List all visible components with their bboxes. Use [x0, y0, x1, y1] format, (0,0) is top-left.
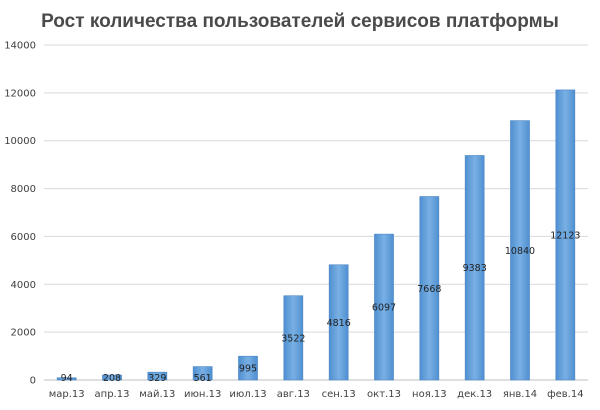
- data-label: 4816: [327, 318, 351, 329]
- x-tick-label: май.13: [139, 389, 175, 400]
- y-tick-label: 14000: [4, 41, 36, 52]
- x-tick-label: сен.13: [322, 389, 356, 400]
- bar: [56, 377, 77, 381]
- bar: [464, 155, 485, 381]
- data-label: 6097: [372, 303, 396, 314]
- x-tick-label: янв.14: [503, 389, 537, 400]
- x-tick-label: дек.13: [457, 389, 492, 400]
- y-tick-label: 2000: [11, 328, 36, 339]
- data-labels: 94 208 329 561 995 3522 4816 6097 7668 9383 10840 1…: [61, 230, 581, 384]
- y-tick-label: 10000: [4, 136, 36, 147]
- x-tick-label: фев.14: [547, 389, 584, 400]
- x-tick-label: мар.13: [49, 389, 85, 400]
- y-axis-ticks: 0 2000 4000 6000 8000 10000 12000 14000: [4, 41, 36, 387]
- x-tick-label: июл.13: [229, 389, 266, 400]
- x-tick-label: окт.13: [367, 389, 401, 400]
- x-tick-label: ноя.13: [412, 389, 447, 400]
- y-tick-label: 0: [30, 376, 36, 387]
- bars: [56, 89, 576, 381]
- data-label: 995: [239, 364, 257, 375]
- data-label: 7668: [417, 284, 441, 295]
- y-tick-label: 6000: [11, 232, 36, 243]
- x-tick-label: апр.13: [95, 389, 130, 400]
- data-label: 329: [148, 373, 166, 384]
- chart-title: Рост количества пользователей сервисов п…: [41, 11, 559, 32]
- bar: [510, 120, 530, 381]
- bar: [419, 196, 440, 381]
- y-tick-label: 12000: [4, 88, 36, 99]
- bar: [555, 89, 576, 381]
- data-label: 12123: [550, 230, 580, 241]
- x-tick-label: июн.13: [184, 389, 221, 400]
- bar: [238, 355, 258, 381]
- bar: [328, 264, 349, 381]
- y-tick-label: 8000: [11, 184, 36, 195]
- bar: [147, 371, 168, 381]
- data-label: 561: [194, 373, 212, 384]
- data-label: 3522: [281, 333, 305, 344]
- data-label: 94: [61, 373, 73, 384]
- bar: [283, 295, 304, 381]
- data-label: 208: [103, 373, 121, 384]
- bar: [192, 366, 213, 381]
- bar: [102, 374, 122, 381]
- y-tick-label: 4000: [11, 280, 36, 291]
- x-tick-label: авг.13: [277, 389, 310, 400]
- data-label: 10840: [505, 246, 535, 257]
- bar: [374, 233, 394, 381]
- gridlines: [44, 44, 588, 381]
- data-label: 9383: [463, 263, 487, 274]
- x-axis-ticks: мар.13 апр.13 май.13 июн.13 июл.13 авг.13 сен.…: [49, 389, 584, 400]
